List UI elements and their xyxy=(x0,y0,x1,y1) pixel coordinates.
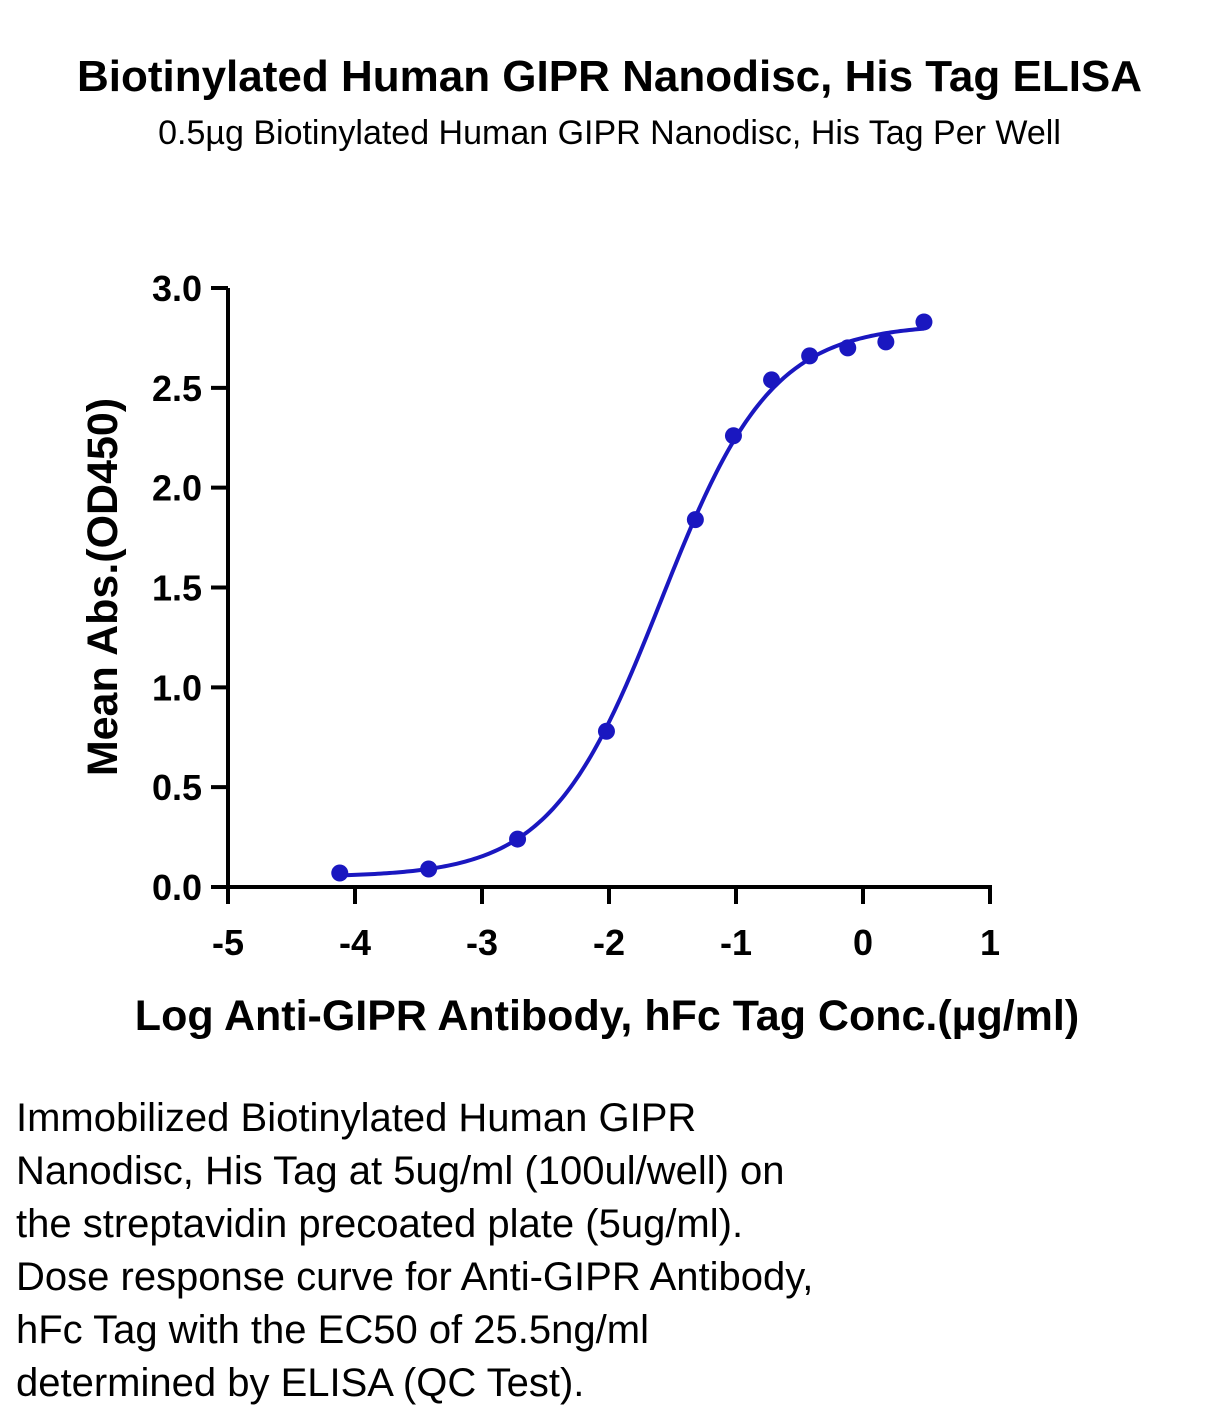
caption-line: Nanodisc, His Tag at 5ug/ml (100ul/well)… xyxy=(16,1149,785,1193)
x-tick-label: 1 xyxy=(980,922,1000,963)
data-point xyxy=(724,427,742,445)
data-point xyxy=(597,722,615,740)
x-tick-label: -1 xyxy=(720,922,752,963)
y-tick-label: 3.0 xyxy=(152,268,202,309)
data-point xyxy=(877,333,895,351)
x-axis-label: Log Anti-GIPR Antibody, hFc Tag Conc.(µg… xyxy=(135,992,1079,1040)
y-tick-label: 0.5 xyxy=(152,767,202,808)
data-points xyxy=(331,313,933,882)
fit-curve-group xyxy=(339,326,925,878)
caption-line: hFc Tag with the EC50 of 25.5ng/ml xyxy=(16,1308,649,1352)
data-point xyxy=(839,339,857,357)
caption-line: Immobilized Biotinylated Human GIPR xyxy=(16,1096,697,1140)
y-tick-label: 1.0 xyxy=(152,667,202,708)
data-point xyxy=(915,313,933,331)
elisa-chart: -5 -4 -3 -2 -1 0 1 0.0 0.5 1.0 1.5 2.0 2.5 3.0 Log An… xyxy=(79,268,1079,1040)
data-point xyxy=(686,511,704,529)
chart-subtitle: 0.5µg Biotinylated Human GIPR Nanodisc, … xyxy=(158,114,1061,152)
y-tick-label: 1.5 xyxy=(152,568,202,609)
data-point xyxy=(763,371,781,389)
figure-caption: Immobilized Biotinylated Human GIPR Nano… xyxy=(16,1092,1016,1410)
fit-curve xyxy=(339,326,925,878)
data-point xyxy=(331,864,349,882)
data-point xyxy=(801,347,819,365)
y-tick-label: 0.0 xyxy=(152,867,202,908)
axes: -5 -4 -3 -2 -1 0 1 0.0 0.5 1.0 1.5 2.0 2.5 3.0 xyxy=(152,268,1000,963)
x-tick-label: -5 xyxy=(212,922,244,963)
caption-line: Dose response curve for Anti-GIPR Antibo… xyxy=(16,1255,814,1299)
x-tick-label: -4 xyxy=(339,922,371,963)
y-axis-label: Mean Abs.(OD450) xyxy=(79,398,127,776)
y-tick-label: 2.0 xyxy=(152,468,202,509)
caption-line: determined by ELISA (QC Test). xyxy=(16,1361,585,1405)
x-tick-label: -2 xyxy=(593,922,625,963)
caption-line: the streptavidin precoated plate (5ug/ml… xyxy=(16,1202,744,1246)
data-point xyxy=(420,860,438,878)
y-tick-label: 2.5 xyxy=(152,368,202,409)
chart-title: Biotinylated Human GIPR Nanodisc, His Ta… xyxy=(76,52,1143,101)
data-point xyxy=(509,830,527,848)
x-tick-label: 0 xyxy=(853,922,873,963)
x-tick-label: -3 xyxy=(466,922,498,963)
